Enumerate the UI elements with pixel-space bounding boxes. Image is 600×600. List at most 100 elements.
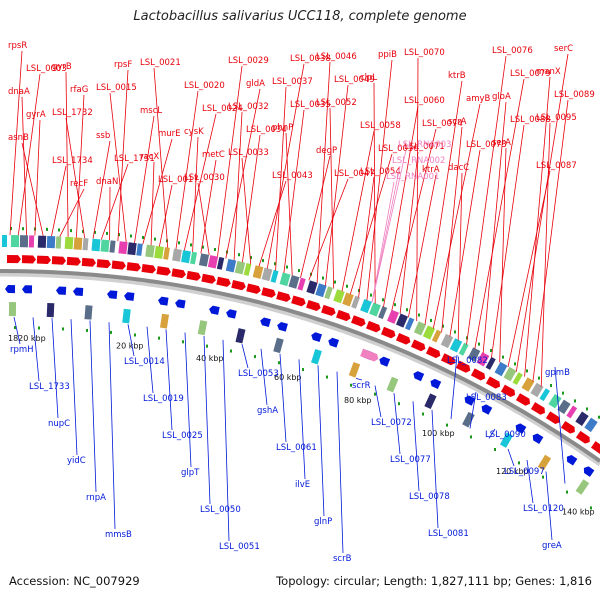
forward-gene-arrow [470,368,486,381]
tick-mark [118,233,120,237]
feature-block-rect [503,366,517,382]
forward-gene-arrow [336,309,351,322]
feature-block-rect [485,356,496,370]
reverse-gene [311,332,322,342]
forward-leader-line [159,184,173,247]
reverse-gene [413,371,425,382]
feature-block-rect [404,317,415,331]
reverse-gene-label: LSL_0050 [200,505,241,515]
reverse-leader-line [184,332,192,468]
forward-gene-arrow [96,259,111,269]
feature-block [136,243,143,256]
forward-gene-label: dacC [448,163,469,173]
forward-gene-label: rpsR [8,41,27,51]
feature-block [462,411,475,428]
forward-gene-label: asnB [8,133,29,143]
forward-gene-label: LSL_0038 [290,54,331,64]
forward-leader-line [65,71,69,238]
forward-gene-label: LSL_0017 [158,175,199,185]
forward-gene-label: LSL_0043 [272,171,313,181]
forward-leader-line [432,103,481,329]
reverse-leader-line [469,391,477,429]
feature-block [19,235,29,248]
feature-block [279,272,291,287]
feature-block [476,352,490,367]
forward-gene-arrow [440,353,456,366]
tick-mark [106,231,108,235]
feature-block [387,309,399,324]
forward-leader-line [373,82,376,304]
tick-mark [298,269,300,273]
tick-mark [326,375,328,379]
reverse-leader-line [412,401,420,492]
forward-gene [291,295,306,307]
feature-block-rect [360,299,372,314]
feature-block [55,236,62,249]
kbp-tick-label: 40 kbp [196,354,224,363]
feature-block [159,313,170,329]
forward-gene-arrow [410,339,426,352]
feature-block-rect [189,251,198,265]
forward-gene-arrow [485,376,501,389]
reverse-gene [481,404,493,415]
feature-block [288,274,300,289]
reverse-gene-arrow [481,404,493,415]
feature-block-rect [46,302,55,318]
feature-block-rect [122,308,131,324]
forward-gene-arrow [111,260,126,270]
feature-block [243,263,252,276]
tick-mark [110,330,112,334]
feature-block [575,479,590,495]
feature-block-rect [207,255,219,269]
forward-gene-arrow [66,256,81,266]
feature-block-rect [8,302,17,317]
forward-leader-line [408,174,437,318]
forward-gene [515,393,531,406]
forward-leader-line [300,155,331,278]
feature-block [440,333,454,349]
tick-mark [130,234,132,238]
feature-block [539,388,551,402]
feature-block [422,325,436,340]
feature-block-rect [235,328,246,344]
forward-gene-arrow [156,266,171,276]
tick-mark [302,368,304,372]
feature-block [46,302,55,318]
forward-gene-label: serC [554,44,573,54]
reverse-gene [158,296,169,306]
forward-leader-line [283,109,305,274]
reverse-gene-label: LSL_0014 [124,357,165,367]
tick-mark [542,475,544,479]
reverse-gene-label: LSL_0081 [428,529,469,539]
reverse-gene-label: gshA [257,406,278,416]
feature-block [297,277,306,291]
tick-mark [274,262,276,266]
feature-block [273,337,284,354]
feature-block [122,308,131,324]
feature-block [1,234,8,248]
feature-block [512,372,523,385]
feature-block-rect [225,258,237,273]
forward-gene-arrow [515,393,531,406]
reverse-leader-line [13,316,21,345]
reverse-gene-label: yidC [67,456,86,466]
reverse-leader-line [545,471,553,541]
forward-gene [500,384,516,398]
forward-gene-label: LSL_0056 [378,144,419,154]
forward-gene-label: LSL_1731 [114,154,155,164]
forward-gene-label: amyB [466,94,491,104]
reverse-leader-line [51,318,59,419]
tick-mark [346,284,348,288]
feature-block [557,399,571,415]
reverse-leader-line [127,324,135,357]
feature-block [311,349,322,365]
feature-block-rect [575,479,590,495]
forward-gene [21,255,36,264]
reverse-gene-label: LSL_0097 [504,467,545,477]
feature-block [82,238,89,251]
forward-gene [351,315,366,327]
reverse-leader-line [554,366,566,484]
forward-gene [126,262,141,272]
forward-gene-label: LSL_0095 [536,113,577,123]
